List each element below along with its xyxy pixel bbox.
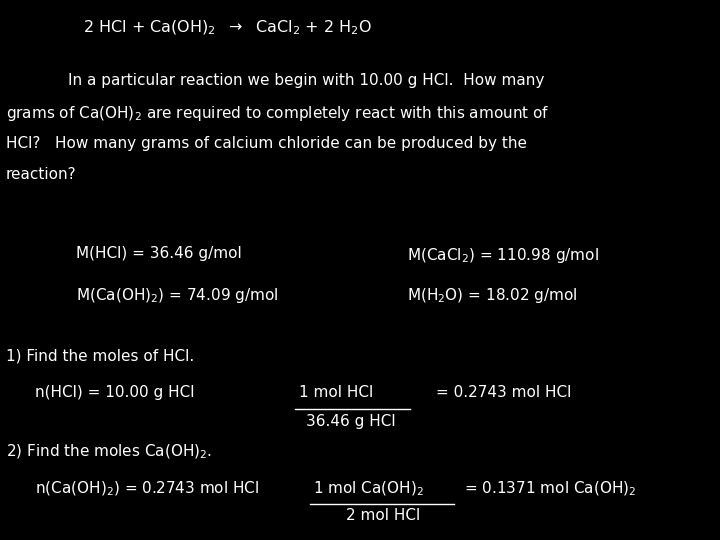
Text: 1) Find the moles of HCl.: 1) Find the moles of HCl. (6, 348, 194, 363)
Text: n(HCl) = 10.00 g HCl: n(HCl) = 10.00 g HCl (35, 385, 194, 400)
Text: HCl?   How many grams of calcium chloride can be produced by the: HCl? How many grams of calcium chloride … (6, 136, 527, 151)
Text: 2 HCl + Ca(OH)$_2$  $\rightarrow$  CaCl$_2$ + 2 H$_2$O: 2 HCl + Ca(OH)$_2$ $\rightarrow$ CaCl$_2… (83, 19, 372, 37)
Text: 36.46 g HCl: 36.46 g HCl (306, 414, 395, 429)
Text: In a particular reaction we begin with 10.00 g HCl.  How many: In a particular reaction we begin with 1… (68, 73, 545, 88)
Text: 2 mol HCl: 2 mol HCl (346, 508, 420, 523)
Text: grams of Ca(OH)$_2$ are required to completely react with this amount of: grams of Ca(OH)$_2$ are required to comp… (6, 104, 549, 123)
Text: M(HCl) = 36.46 g/mol: M(HCl) = 36.46 g/mol (76, 246, 241, 261)
Text: reaction?: reaction? (6, 167, 76, 182)
Text: = 0.1371 mol Ca(OH)$_2$: = 0.1371 mol Ca(OH)$_2$ (464, 480, 636, 498)
Text: n(Ca(OH)$_2$) = 0.2743 mol HCl: n(Ca(OH)$_2$) = 0.2743 mol HCl (35, 480, 259, 498)
Text: M(CaCl$_2$) = 110.98 g/mol: M(CaCl$_2$) = 110.98 g/mol (407, 246, 598, 265)
Text: 2) Find the moles Ca(OH)$_2$.: 2) Find the moles Ca(OH)$_2$. (6, 443, 212, 461)
Text: M(H$_2$O) = 18.02 g/mol: M(H$_2$O) = 18.02 g/mol (407, 286, 577, 305)
Text: M(Ca(OH)$_2$) = 74.09 g/mol: M(Ca(OH)$_2$) = 74.09 g/mol (76, 286, 278, 305)
Text: = 0.2743 mol HCl: = 0.2743 mol HCl (436, 385, 571, 400)
Text: 1 mol HCl: 1 mol HCl (299, 385, 373, 400)
Text: 1 mol Ca(OH)$_2$: 1 mol Ca(OH)$_2$ (313, 480, 424, 498)
